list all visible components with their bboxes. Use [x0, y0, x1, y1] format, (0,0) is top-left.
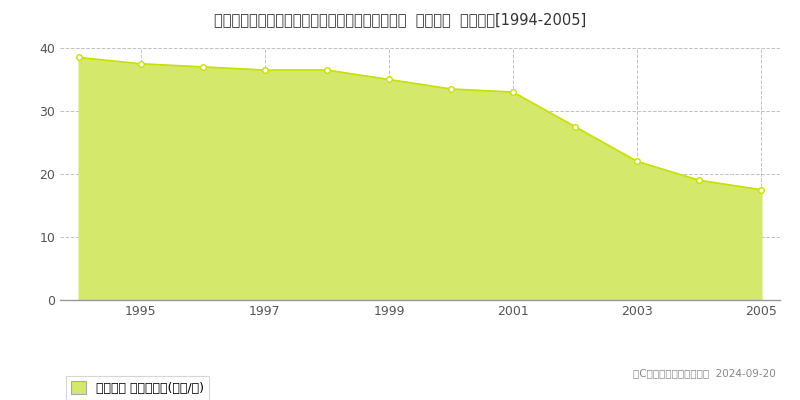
Text: 愛知県知多郡南知多町大字師崎字神戸浦１７４番  公示地価  地価推移[1994-2005]: 愛知県知多郡南知多町大字師崎字神戸浦１７４番 公示地価 地価推移[1994-20… [214, 12, 586, 27]
Text: （C）土地価格ドットコム  2024-09-20: （C）土地価格ドットコム 2024-09-20 [634, 368, 776, 378]
Legend: 公示地価 平均嵪単価(万円/嵪): 公示地価 平均嵪単価(万円/嵪) [66, 376, 210, 400]
